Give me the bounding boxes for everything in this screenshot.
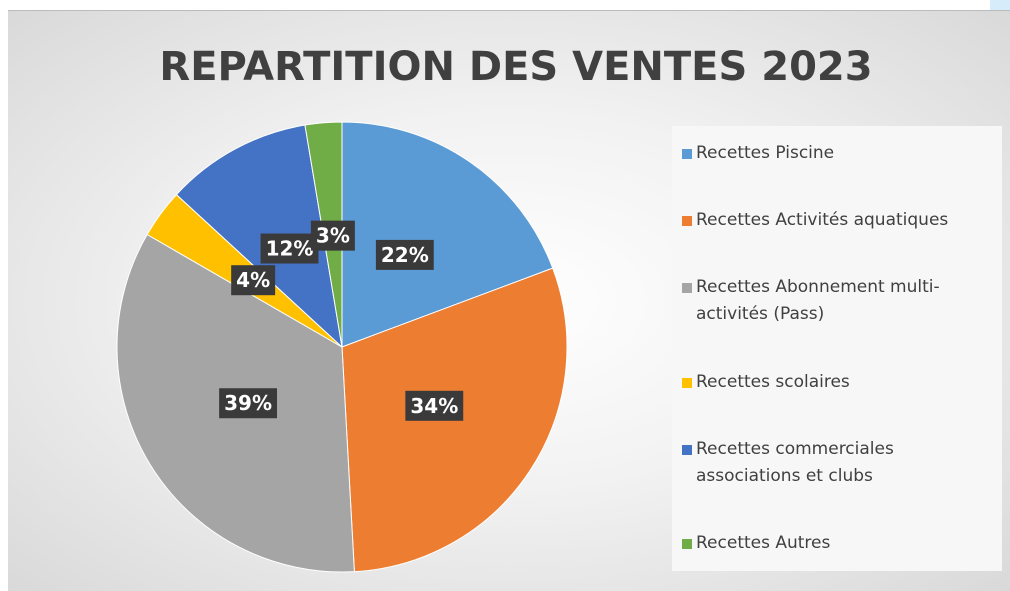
legend-swatch: [682, 538, 692, 549]
data-label-box: [231, 265, 276, 296]
data-label: 39%: [219, 388, 278, 419]
legend-swatch: [682, 444, 692, 455]
chart-area: REPARTITION DES VENTES 2023 22% 34% 39% 4% 1…: [8, 10, 1010, 591]
data-label-text: 34%: [410, 394, 458, 418]
data-label-text: 4%: [236, 268, 270, 292]
legend-label: Recettes commerciales associations et cl…: [696, 438, 894, 486]
data-label-box: [375, 239, 434, 270]
chart-title: REPARTITION DES VENTES 2023: [159, 44, 872, 90]
legend-item: Recettes Activités aquatiques: [682, 207, 994, 234]
data-label-box: [310, 220, 355, 251]
legend-label: Recettes Abonnement multi-activités (Pas…: [696, 277, 940, 325]
legend-item: Recettes Abonnement multi-activités (Pas…: [682, 274, 994, 328]
legend-swatch: [682, 283, 692, 294]
data-label: 3%: [310, 220, 355, 251]
data-label: 22%: [375, 239, 434, 270]
legend-label: Recettes Activités aquatiques: [696, 210, 949, 231]
data-label: 34%: [405, 390, 464, 421]
data-label-text: 39%: [224, 391, 272, 415]
legend-swatch: [682, 216, 692, 227]
pie-slice: [341, 121, 554, 348]
chart: REPARTITION DES VENTES 2023 22% 34% 39% 4% 1…: [116, 44, 873, 573]
legend-swatch: [682, 377, 692, 388]
legend-swatch: [682, 149, 692, 159]
data-label-text: 12%: [266, 237, 314, 261]
legend-label: Recettes Piscine: [696, 143, 835, 163]
data-label-box: [260, 233, 319, 264]
legend-item: Recettes Piscine: [682, 140, 994, 167]
data-label-text: 22%: [381, 243, 429, 267]
data-label: 12%: [260, 233, 319, 264]
legend: Recettes Piscine Recettes Activités aquat…: [672, 126, 1002, 571]
legend-label: Recettes scolaires: [696, 371, 850, 392]
legend-item: Recettes Autres: [682, 530, 994, 557]
legend-label: Recettes Autres: [696, 532, 831, 553]
data-label: 4%: [231, 265, 276, 296]
legend-item: Recettes scolaires: [682, 369, 994, 396]
data-label-text: 3%: [316, 224, 350, 248]
legend-item: Recettes commerciales associations et cl…: [682, 436, 994, 490]
data-label-box: [219, 388, 278, 419]
pie-slice: [175, 124, 343, 349]
data-label-box: [405, 390, 464, 421]
